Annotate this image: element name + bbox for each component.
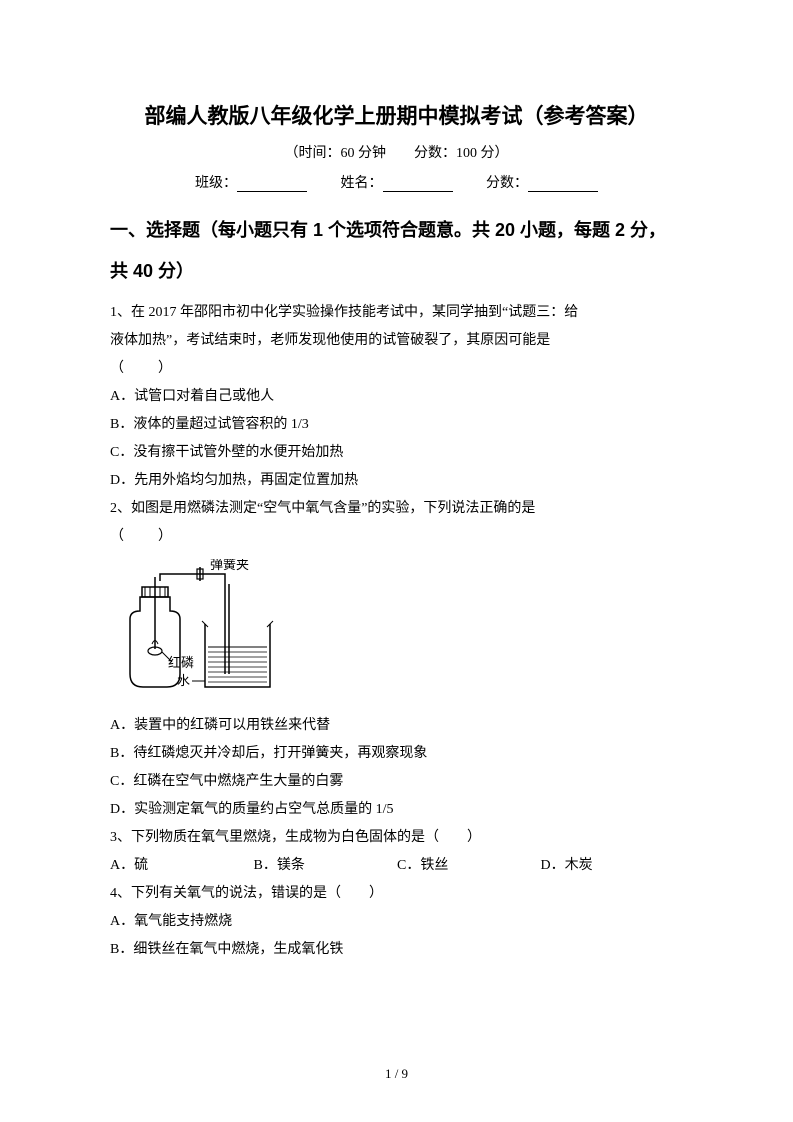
question-2-bracket: （ ）	[110, 523, 683, 551]
question-3-option-c: C．铁丝	[397, 852, 537, 880]
diagram-label-water: 水	[177, 673, 190, 688]
score-blank[interactable]	[528, 176, 598, 192]
question-1-option-b: B．液体的量超过试管容积的 1/3	[110, 411, 683, 439]
question-4-stem: 4、下列有关氧气的说法，错误的是（ ）	[110, 880, 683, 908]
question-3-options: A．硫 B．镁条 C．铁丝 D．木炭	[110, 852, 683, 880]
diagram-label-clip: 弹簧夹	[210, 559, 249, 572]
question-1-stem-line2: 液体加热”，考试结束时，老师发现他使用的试管破裂了，其原因可能是	[110, 327, 683, 355]
question-3-option-d: D．木炭	[541, 852, 593, 880]
question-2-option-c: C．红磷在空气中燃烧产生大量的白雾	[110, 768, 683, 796]
exam-subtitle: （时间：60 分钟 分数：100 分）	[110, 142, 683, 162]
class-blank[interactable]	[237, 176, 307, 192]
question-2-option-b: B．待红磷熄灭并冷却后，打开弹簧夹，再观察现象	[110, 740, 683, 768]
question-1-bracket: （ ）	[110, 355, 683, 383]
question-3-option-b: B．镁条	[254, 852, 394, 880]
question-2-option-a: A．装置中的红磷可以用铁丝来代替	[110, 712, 683, 740]
experiment-diagram: 弹簧夹 红磷 水	[110, 559, 683, 704]
question-4-option-a: A．氧气能支持燃烧	[110, 908, 683, 936]
page-number: 1 / 9	[0, 1066, 793, 1082]
question-1-stem-line1: 1、在 2017 年邵阳市初中化学实验操作技能考试中，某同学抽到“试题三：给	[110, 299, 683, 327]
section-1-heading: 一、选择题（每小题只有 1 个选项符合题意。共 20 小题，每题 2 分，共 4…	[110, 210, 683, 293]
question-3-stem: 3、下列物质在氧气里燃烧，生成物为白色固体的是（ ）	[110, 824, 683, 852]
page-title: 部编人教版八年级化学上册期中模拟考试（参考答案）	[110, 100, 683, 130]
question-1-option-d: D．先用外焰均匀加热，再固定位置加热	[110, 467, 683, 495]
question-2-option-d: D．实验测定氧气的质量约占空气总质量的 1/5	[110, 796, 683, 824]
student-info-line: 班级： 姓名： 分数：	[110, 172, 683, 192]
question-4-option-b: B．细铁丝在氧气中燃烧，生成氧化铁	[110, 936, 683, 964]
diagram-label-phosphorus: 红磷	[168, 655, 194, 670]
question-3-option-a: A．硫	[110, 852, 250, 880]
question-1-option-a: A．试管口对着自己或他人	[110, 383, 683, 411]
name-blank[interactable]	[383, 176, 453, 192]
class-label: 班级：	[195, 172, 237, 192]
name-label: 姓名：	[341, 172, 383, 192]
question-1-option-c: C．没有擦干试管外壁的水便开始加热	[110, 439, 683, 467]
score-label: 分数：	[486, 172, 528, 192]
question-2-stem-line1: 2、如图是用燃磷法测定“空气中氧气含量”的实验，下列说法正确的是	[110, 495, 683, 523]
